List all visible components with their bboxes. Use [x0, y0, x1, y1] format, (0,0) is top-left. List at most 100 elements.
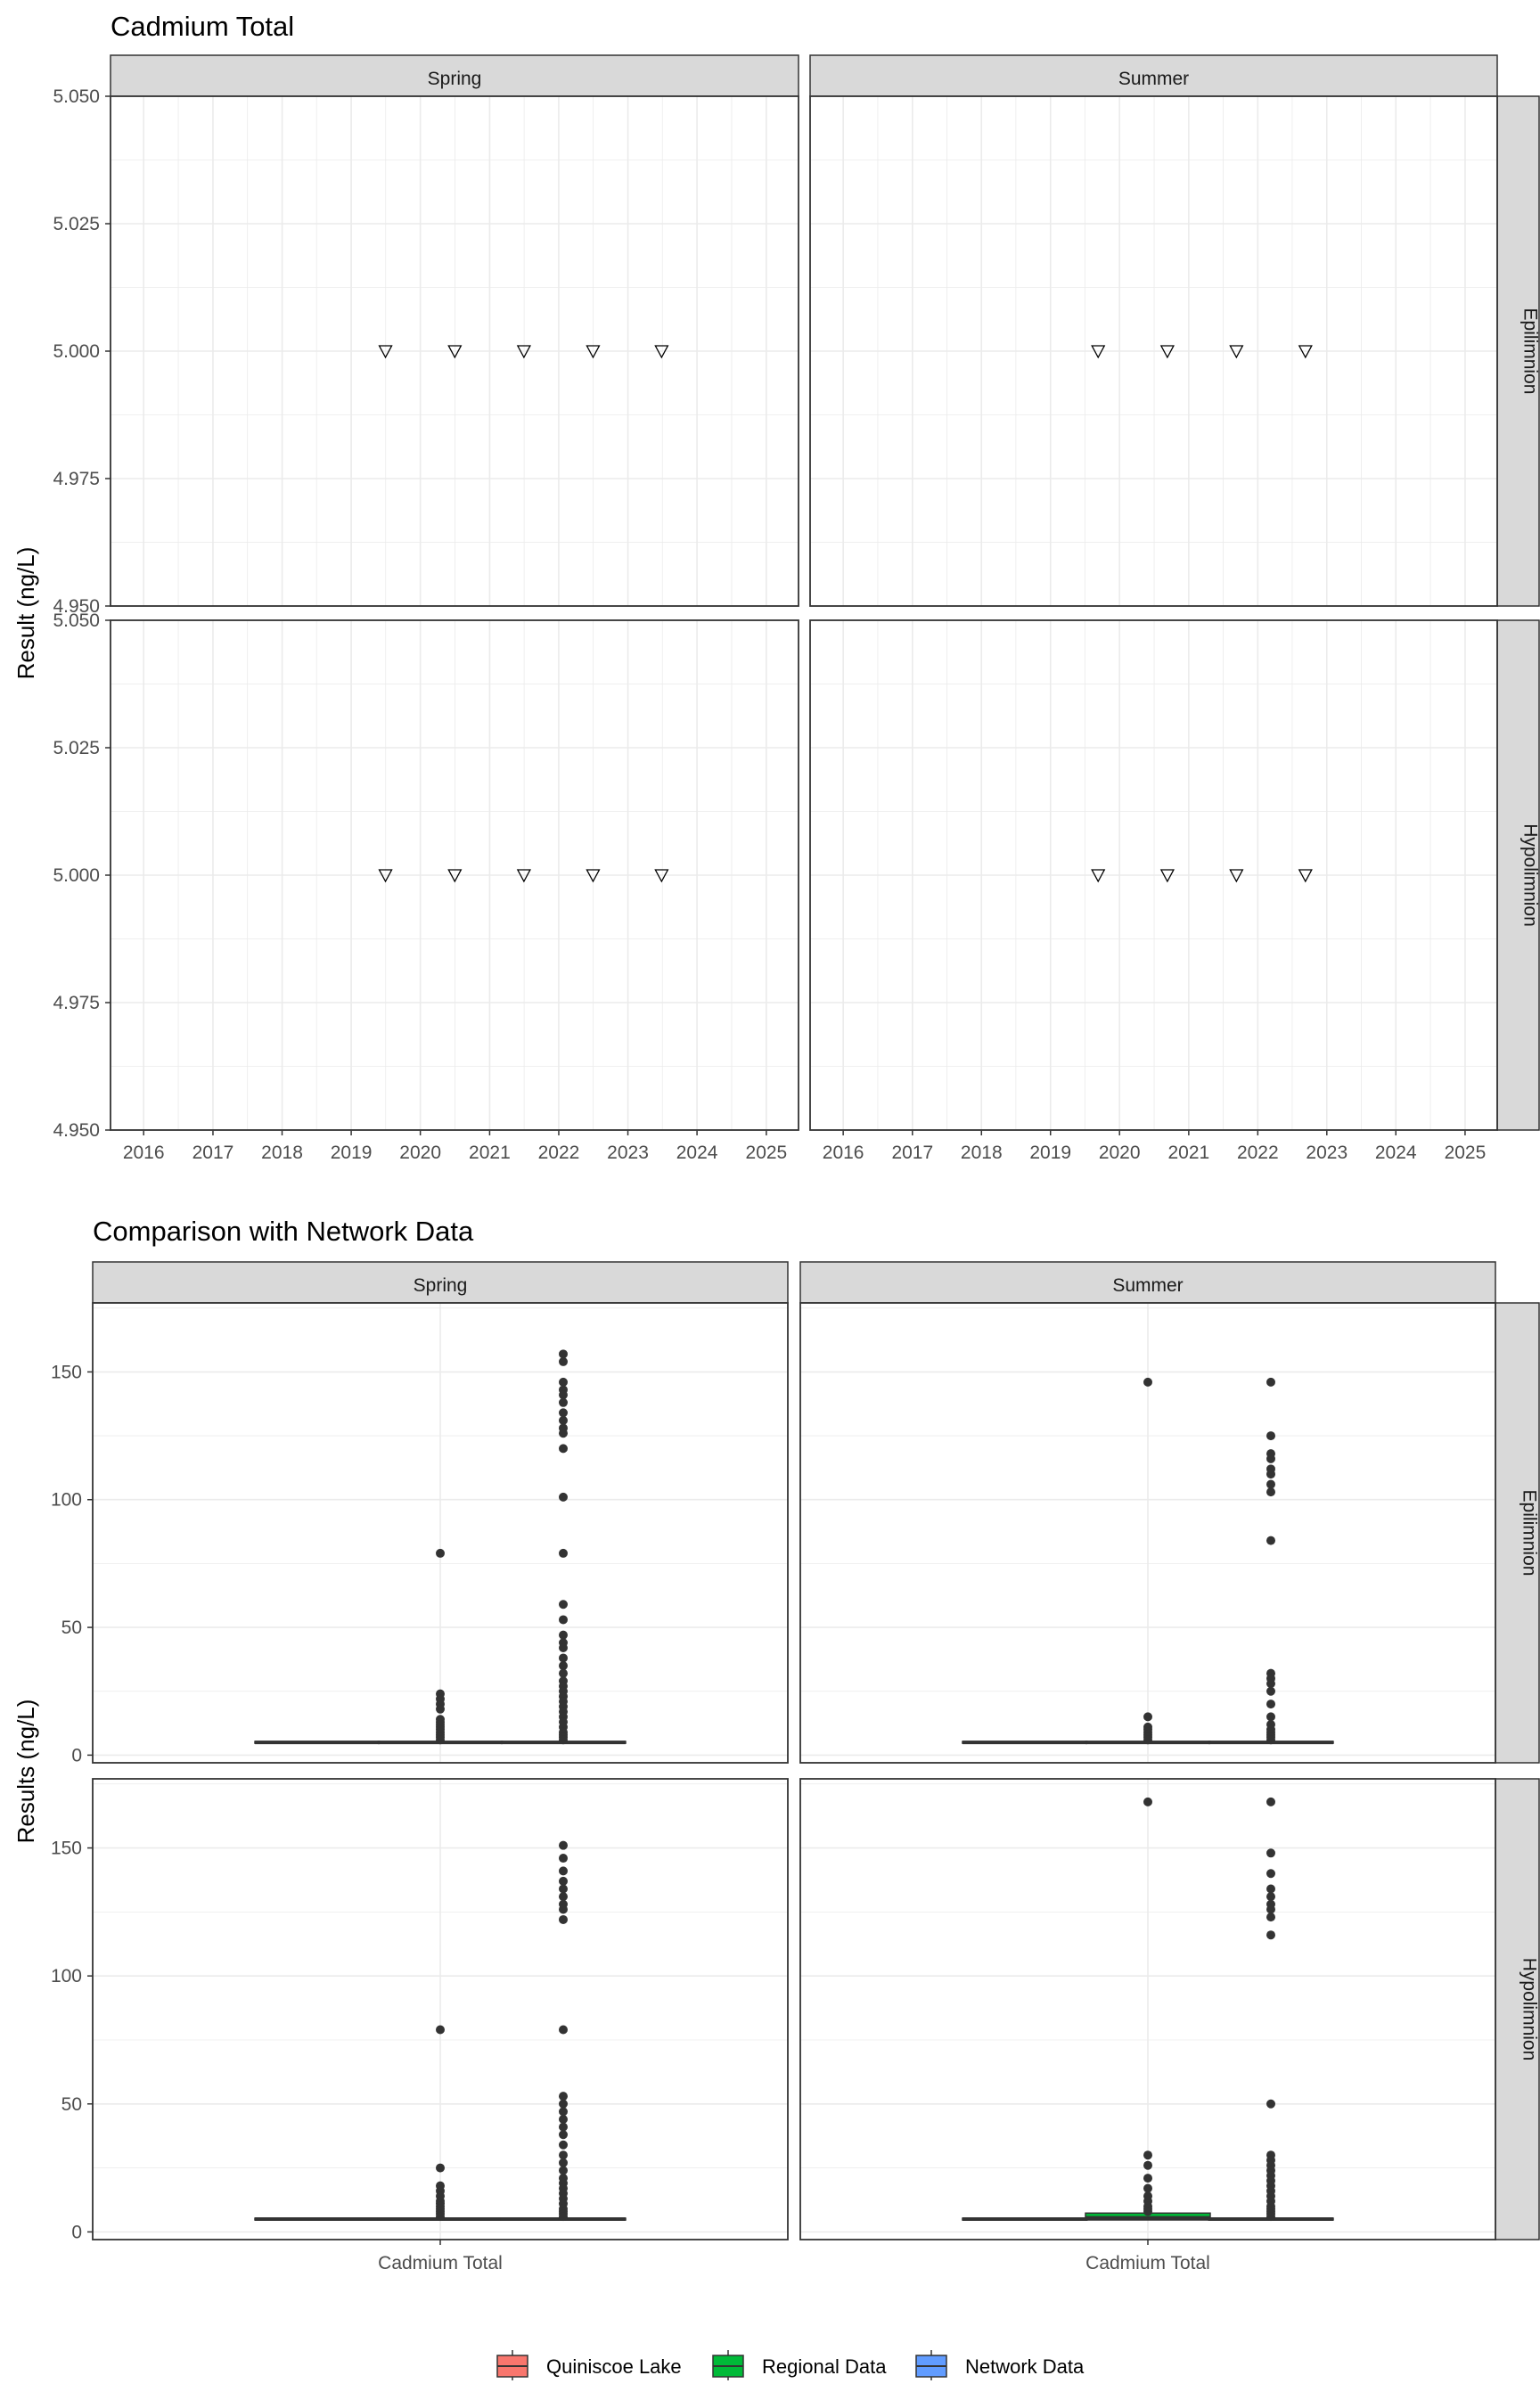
outlier-point — [436, 2212, 445, 2221]
outlier-point — [559, 1493, 568, 1502]
outlier-point — [1266, 2212, 1275, 2221]
outlier-point — [1143, 2174, 1152, 2183]
outlier-point — [559, 2150, 568, 2159]
boxplot-quiniscoe-lake — [255, 2218, 380, 2220]
chart2-panel-summer-epilimnion — [800, 1303, 1495, 1763]
outlier-point — [1266, 1930, 1275, 1939]
chart1-y-tick-label: 5.025 — [53, 738, 100, 758]
outlier-point — [559, 1444, 568, 1453]
chart1-x-tick-label: 2021 — [469, 1143, 511, 1163]
chart1-y-tick-label: 4.975 — [53, 469, 100, 489]
outlier-point — [436, 1735, 445, 1744]
chart1-x-tick-label: 2025 — [746, 1143, 788, 1163]
outlier-point — [559, 2107, 568, 2116]
outlier-point — [559, 1669, 568, 1678]
chart2-y-tick-label: 0 — [71, 1745, 82, 1765]
chart2-y-tick-label: 100 — [51, 1490, 82, 1511]
outlier-point — [559, 2100, 568, 2109]
chart1-x-tick-label: 2020 — [399, 1143, 441, 1163]
boxplot-quiniscoe-lake — [962, 2218, 1087, 2220]
outlier-point — [1266, 1885, 1275, 1894]
chart2-panel-summer-hypolimnion — [800, 1779, 1495, 2240]
legend-item-network-data: Network Data — [916, 2350, 1085, 2380]
outlier-point — [559, 1631, 568, 1640]
outlier-point — [559, 1735, 568, 1744]
outlier-point — [559, 2025, 568, 2034]
outlier-point — [1266, 1480, 1275, 1489]
chart1-x-tick-label: 2019 — [331, 1143, 373, 1163]
chart2-y-tick-label: 100 — [51, 1966, 82, 1986]
outlier-point — [559, 1600, 568, 1609]
outlier-point — [559, 2092, 568, 2101]
chart1-x-tick-label: 2022 — [1237, 1143, 1279, 1163]
chart1-x-tick-label: 2017 — [192, 1143, 234, 1163]
outlier-point — [559, 1549, 568, 1558]
legend-item-regional-data: Regional Data — [713, 2350, 887, 2380]
legend-label: Quiniscoe Lake — [546, 2355, 682, 2378]
outlier-point — [559, 1357, 568, 1366]
chart1-y-tick-label: 5.000 — [53, 865, 100, 886]
chart1-x-tick-label: 2019 — [1029, 1143, 1071, 1163]
chart1-x-tick-label: 2024 — [676, 1143, 718, 1163]
outlier-point — [559, 1378, 568, 1387]
outlier-point — [559, 2158, 568, 2167]
chart1-x-tick-label: 2024 — [1375, 1143, 1417, 1163]
outlier-point — [559, 2212, 568, 2221]
outlier-point — [559, 1349, 568, 1358]
chart2-strip-label-hypolimnion: Hypolimnion — [1520, 1958, 1540, 2061]
chart2-y-tick-label: 0 — [71, 2222, 82, 2242]
chart2-strip-label-summer: Summer — [1112, 1275, 1183, 1296]
outlier-point — [559, 1398, 568, 1407]
chart1-panel-spring-hypolimnion — [111, 620, 799, 1130]
chart1-x-tick-label: 2023 — [1306, 1143, 1348, 1163]
outlier-point — [1266, 1892, 1275, 1901]
legend-label: Network Data — [965, 2355, 1085, 2378]
outlier-point — [559, 1661, 568, 1670]
outlier-point — [1143, 1735, 1152, 1744]
outlier-point — [1143, 1798, 1152, 1806]
outlier-point — [559, 1866, 568, 1875]
chart2-y-tick-label: 150 — [51, 1362, 82, 1382]
outlier-point — [436, 1549, 445, 1558]
outlier-point — [559, 1653, 568, 1662]
outlier-point — [436, 2164, 445, 2173]
outlier-point — [436, 2025, 445, 2034]
outlier-point — [559, 2130, 568, 2139]
chart1-title: Cadmium Total — [111, 11, 294, 42]
chart1-panel-summer-hypolimnion — [810, 620, 1497, 1130]
outlier-point — [559, 1877, 568, 1886]
outlier-point — [1266, 1735, 1275, 1744]
outlier-point — [1143, 2150, 1152, 2159]
boxplot-quiniscoe-lake — [255, 1741, 380, 1743]
outlier-point — [559, 1915, 568, 1924]
chart1-x-tick-label: 2023 — [607, 1143, 649, 1163]
outlier-point — [1143, 2161, 1152, 2170]
chart1-x-tick-label: 2017 — [891, 1143, 933, 1163]
chart2-y-tick-label: 150 — [51, 1839, 82, 1859]
outlier-point — [1143, 2184, 1152, 2193]
outlier-point — [1266, 1378, 1275, 1387]
outlier-point — [1266, 1700, 1275, 1708]
outlier-point — [559, 1429, 568, 1438]
chart1-y-tick-label: 5.000 — [53, 341, 100, 362]
outlier-point — [1266, 1679, 1275, 1688]
chart2-title: Comparison with Network Data — [93, 1216, 474, 1247]
chart1-y-tick-label: 5.050 — [53, 86, 100, 107]
outlier-point — [559, 1416, 568, 1425]
outlier-point — [559, 1885, 568, 1894]
chart1-x-tick-label: 2018 — [261, 1143, 303, 1163]
outlier-point — [559, 1854, 568, 1863]
outlier-point — [1266, 1470, 1275, 1478]
chart1-x-tick-label: 2020 — [1099, 1143, 1141, 1163]
chart1-x-tick-label: 2018 — [961, 1143, 1003, 1163]
outlier-point — [1143, 2207, 1152, 2216]
chart1-x-tick-label: 2022 — [538, 1143, 580, 1163]
chart1-panel-spring-epilimnion — [111, 96, 799, 606]
chart1-strip-label-spring: Spring — [428, 69, 482, 89]
outlier-point — [559, 2166, 568, 2175]
outlier-point — [1266, 1913, 1275, 1921]
outlier-point — [1266, 1712, 1275, 1721]
chart2-strip-label-epilimnion: Epilimnion — [1520, 1490, 1540, 1577]
